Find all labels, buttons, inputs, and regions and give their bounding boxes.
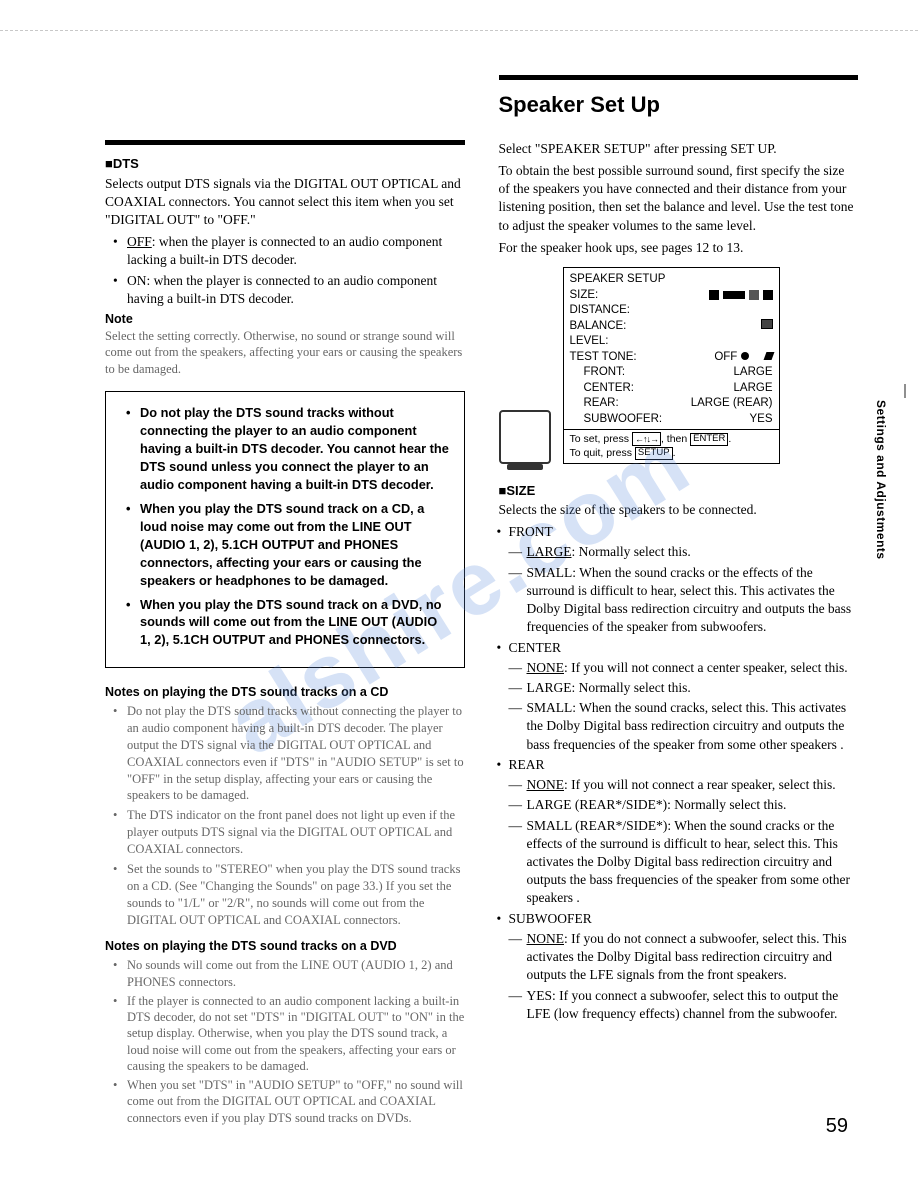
osd-hint-quit: To quit, press — [570, 447, 632, 459]
notes-cd-heading: Notes on playing the DTS sound tracks on… — [105, 684, 465, 701]
osd-sub-value: YES — [749, 412, 772, 428]
dts-options-list: OFF: when the player is connected to an … — [105, 233, 465, 308]
warning-item-1: Do not play the DTS sound tracks without… — [130, 404, 450, 494]
warning-box: Do not play the DTS sound tracks without… — [105, 391, 465, 668]
sub-heading: SUBWOOFER — [499, 910, 859, 928]
dts-off-label: OFF — [127, 234, 152, 249]
center-none-text: : If you will not connect a center speak… — [564, 660, 848, 675]
warning-item-3: When you play the DTS sound track on a D… — [130, 596, 450, 650]
osd-rear-value: LARGE (REAR) — [691, 396, 773, 412]
notes-cd-1: Do not play the DTS sound tracks without… — [117, 703, 465, 804]
manual-page: alshire.com Settings and Adjustments ■DT… — [0, 0, 918, 1188]
warning-item-2: When you play the DTS sound track on a C… — [130, 500, 450, 590]
osd-hint-set-b: , then — [661, 433, 687, 445]
enter-key-icon: ENTER — [690, 433, 728, 445]
scan-edge-line — [0, 30, 918, 31]
note-text: Select the setting correctly. Otherwise,… — [105, 328, 465, 378]
front-large: LARGE: Normally select this. — [499, 543, 859, 561]
right-column-rule — [499, 75, 859, 80]
left-column: ■DTS Selects output DTS signals via the … — [105, 75, 465, 1129]
osd-testtone-label: TEST TONE: — [570, 350, 637, 366]
dts-off-text: : when the player is connected to an aud… — [127, 234, 442, 267]
left-column-rule — [105, 140, 465, 145]
notes-cd-2: The DTS indicator on the front panel doe… — [117, 807, 465, 858]
rear-small: SMALL (REAR*/SIDE*): When the sound crac… — [499, 817, 859, 908]
size-intro: Selects the size of the speakers to be c… — [499, 501, 859, 519]
center-heading: CENTER — [499, 639, 859, 657]
center-large: LARGE: Normally select this. — [499, 679, 859, 697]
notes-dvd-list: No sounds will come out from the LINE OU… — [105, 957, 465, 1126]
speaker-bar-icon — [723, 291, 745, 299]
notes-dvd-2: If the player is connected to an audio c… — [117, 993, 465, 1074]
osd-balance-label: BALANCE: — [570, 319, 627, 335]
sub-none-text: : If you do not connect a subwoofer, sel… — [527, 931, 847, 982]
osd-distance-label: DISTANCE: — [570, 303, 631, 319]
dts-on-item: ON: when the player is connected to an a… — [117, 272, 465, 308]
knob-icon — [741, 352, 749, 360]
osd-screen: SPEAKER SETUP SIZE: DISTANCE: BALANCE: — [563, 267, 780, 464]
section-side-tab: Settings and Adjustments — [874, 400, 888, 560]
osd-center-label: CENTER: — [584, 381, 634, 397]
two-column-layout: ■DTS Selects output DTS signals via the … — [105, 75, 858, 1129]
osd-title: SPEAKER SETUP — [570, 272, 773, 288]
center-none-label: NONE — [527, 660, 565, 675]
notes-dvd-heading: Notes on playing the DTS sound tracks on… — [105, 938, 465, 955]
dts-heading: ■DTS — [105, 155, 465, 173]
osd-hint-area: To set, press ←↑↓→, then ENTER. To quit,… — [564, 429, 779, 462]
arrow-keys-icon: ←↑↓→ — [632, 432, 661, 446]
front-small: SMALL: When the sound cracks or the effe… — [499, 564, 859, 637]
intro-line-1: Select "SPEAKER SETUP" after pressing SE… — [499, 140, 859, 158]
page-edge-tick — [904, 384, 906, 398]
notes-cd-list: Do not play the DTS sound tracks without… — [105, 703, 465, 928]
center-small: SMALL: When the sound cracks, select thi… — [499, 699, 859, 754]
note-label: Note — [105, 311, 465, 328]
osd-front-value: LARGE — [734, 365, 773, 381]
balance-icon — [761, 319, 773, 335]
osd-illustration: SPEAKER SETUP SIZE: DISTANCE: BALANCE: — [499, 267, 859, 464]
size-heading: ■SIZE — [499, 482, 859, 500]
front-heading: FRONT — [499, 523, 859, 541]
intro-line-3: For the speaker hook ups, see pages 12 t… — [499, 239, 859, 257]
sub-none-label: NONE — [527, 931, 565, 946]
sub-yes: YES: If you connect a subwoofer, select … — [499, 987, 859, 1023]
tv-icon — [499, 410, 551, 464]
osd-rear-label: REAR: — [584, 396, 619, 412]
right-column: Speaker Set Up Select "SPEAKER SETUP" af… — [499, 75, 859, 1129]
intro-line-2: To obtain the best possible surround sou… — [499, 162, 859, 235]
setup-key-icon: SETUP — [635, 447, 673, 459]
osd-testtone-value: OFF — [714, 351, 737, 363]
notes-cd-3: Set the sounds to "STEREO" when you play… — [117, 861, 465, 929]
osd-front-label: FRONT: — [584, 365, 626, 381]
rear-none-label: NONE — [527, 777, 565, 792]
osd-hint-set-a: To set, press — [570, 433, 630, 445]
osd-sub-label: SUBWOOFER: — [584, 412, 663, 428]
osd-size-icons — [709, 288, 773, 304]
speaker-grey-icon — [749, 290, 759, 300]
speaker-small-icon — [763, 352, 774, 360]
osd-center-value: LARGE — [734, 381, 773, 397]
rear-none: NONE: If you will not connect a rear spe… — [499, 776, 859, 794]
osd-size-label: SIZE: — [570, 288, 599, 304]
speaker-icon — [763, 290, 773, 300]
notes-dvd-3: When you set "DTS" in "AUDIO SETUP" to "… — [117, 1077, 465, 1126]
rear-heading: REAR — [499, 756, 859, 774]
dts-intro-text: Selects output DTS signals via the DIGIT… — [105, 175, 465, 230]
page-number: 59 — [826, 1115, 848, 1138]
rear-large: LARGE (REAR*/SIDE*): Normally select thi… — [499, 796, 859, 814]
front-large-label: LARGE — [527, 544, 572, 559]
notes-dvd-1: No sounds will come out from the LINE OU… — [117, 957, 465, 990]
front-large-text: : Normally select this. — [572, 544, 691, 559]
rear-none-text: : If you will not connect a rear speaker… — [564, 777, 836, 792]
dts-off-item: OFF: when the player is connected to an … — [117, 233, 465, 269]
osd-level-label: LEVEL: — [570, 334, 609, 350]
center-none: NONE: If you will not connect a center s… — [499, 659, 859, 677]
section-title: Speaker Set Up — [499, 90, 859, 120]
speaker-icon — [709, 290, 719, 300]
sub-none: NONE: If you do not connect a subwoofer,… — [499, 930, 859, 985]
